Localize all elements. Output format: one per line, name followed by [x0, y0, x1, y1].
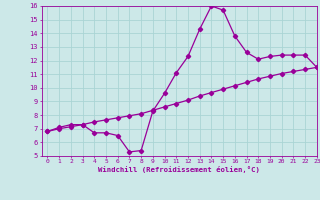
X-axis label: Windchill (Refroidissement éolien,°C): Windchill (Refroidissement éolien,°C) — [98, 166, 260, 173]
